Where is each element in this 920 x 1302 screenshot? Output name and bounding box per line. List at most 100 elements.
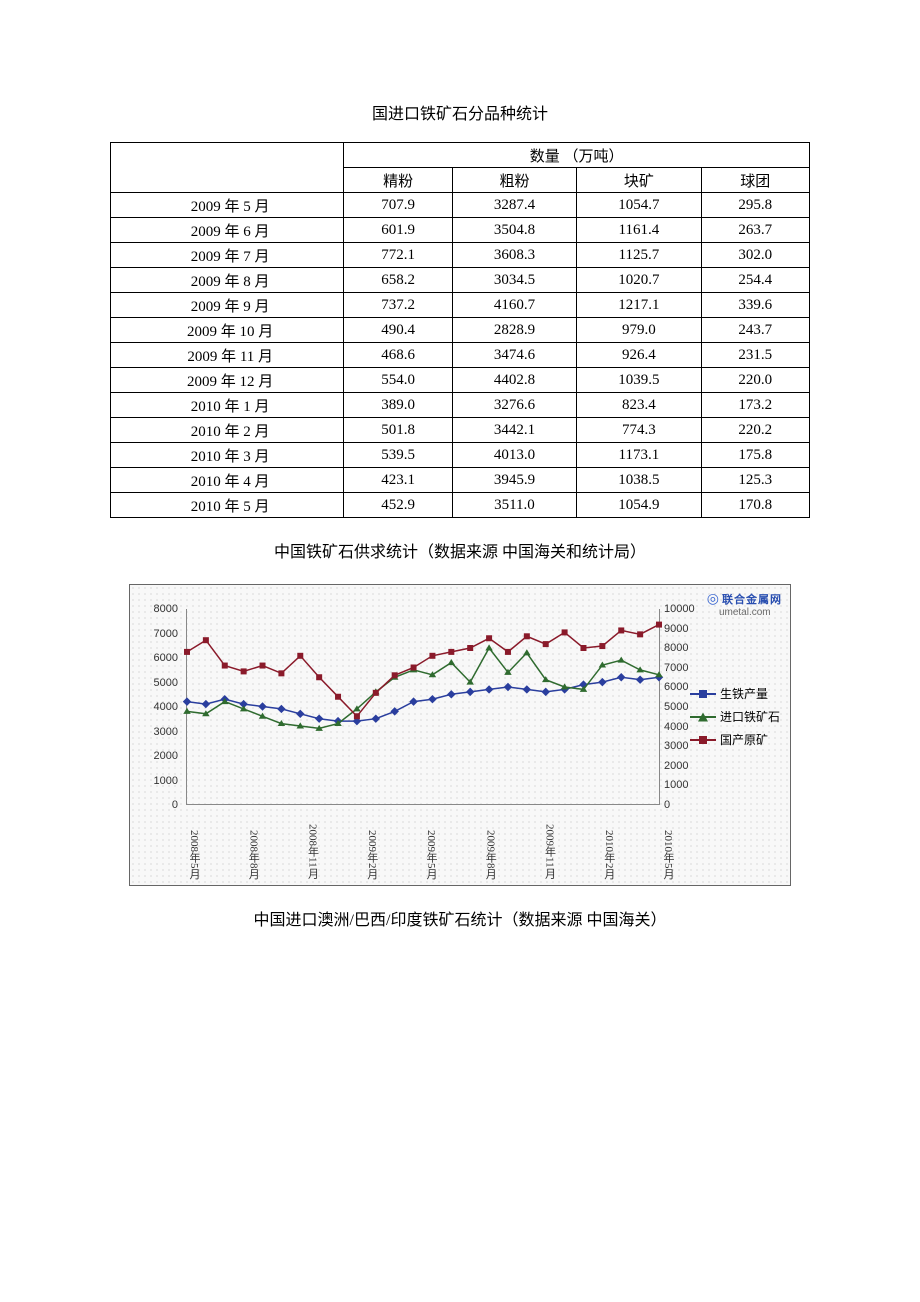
- y-right-tick: 7000: [664, 662, 688, 674]
- marker-square: [373, 690, 379, 696]
- y-left-tick: 8000: [154, 603, 178, 615]
- cell: 302.0: [701, 243, 809, 268]
- marker-square: [222, 663, 228, 669]
- x-tick-label: 2009年8月: [482, 830, 498, 880]
- legend-item: 生铁产量: [690, 685, 780, 702]
- cell: 1054.7: [577, 193, 701, 218]
- marker-square: [524, 633, 530, 639]
- marker-diamond: [617, 673, 625, 681]
- row-label: 2009 年 7 月: [111, 243, 344, 268]
- marker-square: [505, 649, 511, 655]
- y-left-tick: 6000: [154, 652, 178, 664]
- marker-triangle: [617, 657, 625, 663]
- row-label: 2009 年 10 月: [111, 318, 344, 343]
- table-row: 2009 年 9 月737.24160.71217.1339.6: [111, 293, 810, 318]
- cell: 423.1: [344, 468, 452, 493]
- marker-square: [203, 637, 209, 643]
- legend-swatch: [690, 688, 716, 700]
- y-right-tick: 2000: [664, 760, 688, 772]
- chart-caption-1: 中国铁矿石供求统计（数据来源 中国海关和统计局）: [110, 538, 810, 562]
- cell: 243.7: [701, 318, 809, 343]
- row-label: 2009 年 9 月: [111, 293, 344, 318]
- marker-square: [429, 653, 435, 659]
- row-label: 2009 年 11 月: [111, 343, 344, 368]
- table-row: 2010 年 5 月452.93511.01054.9170.8: [111, 493, 810, 518]
- cell: 452.9: [344, 493, 452, 518]
- cell: 1161.4: [577, 218, 701, 243]
- marker-triangle: [448, 659, 456, 665]
- cell: 979.0: [577, 318, 701, 343]
- cell: 4160.7: [452, 293, 576, 318]
- y-left-tick: 4000: [154, 701, 178, 713]
- y-right-tick: 3000: [664, 740, 688, 752]
- cell: 1173.1: [577, 443, 701, 468]
- y-right-tick: 8000: [664, 642, 688, 654]
- table-row: 2010 年 1 月389.03276.6823.4173.2: [111, 393, 810, 418]
- cell: 601.9: [344, 218, 452, 243]
- cell: 1054.9: [577, 493, 701, 518]
- cell: 231.5: [701, 343, 809, 368]
- series-line: [187, 625, 659, 717]
- y-left-tick: 3000: [154, 726, 178, 738]
- chart-caption-2: 中国进口澳洲/巴西/印度铁矿石统计（数据来源 中国海关）: [110, 906, 810, 930]
- x-tick-label: 2010年2月: [601, 830, 617, 880]
- cell: 263.7: [701, 218, 809, 243]
- table-row: 2010 年 4 月423.13945.91038.5125.3: [111, 468, 810, 493]
- legend-swatch: [690, 711, 716, 723]
- cell: 125.3: [701, 468, 809, 493]
- marker-square: [260, 663, 266, 669]
- cell: 389.0: [344, 393, 452, 418]
- row-label: 2010 年 5 月: [111, 493, 344, 518]
- table-title: 国进口铁矿石分品种统计: [110, 100, 810, 124]
- legend-item: 进口铁矿石: [690, 708, 780, 725]
- row-label: 2010 年 3 月: [111, 443, 344, 468]
- y-left-tick: 0: [172, 799, 178, 811]
- y-right-tick: 6000: [664, 681, 688, 693]
- cell: 3442.1: [452, 418, 576, 443]
- cell: 737.2: [344, 293, 452, 318]
- y-right-tick: 10000: [664, 603, 695, 615]
- marker-diamond: [485, 685, 493, 693]
- col-empty: [111, 143, 344, 193]
- cell: 3608.3: [452, 243, 576, 268]
- marker-square: [297, 653, 303, 659]
- marker-square: [354, 713, 360, 719]
- legend-label: 国产原矿: [720, 731, 768, 748]
- marker-square: [278, 670, 284, 676]
- cell: 220.2: [701, 418, 809, 443]
- cell: 3034.5: [452, 268, 576, 293]
- cell: 3287.4: [452, 193, 576, 218]
- marker-square: [543, 641, 549, 647]
- row-label: 2010 年 1 月: [111, 393, 344, 418]
- marker-diamond: [183, 697, 191, 705]
- col-header: 精粉: [344, 168, 452, 193]
- y-left-tick: 5000: [154, 677, 178, 689]
- cell: 1020.7: [577, 268, 701, 293]
- legend-label: 生铁产量: [720, 685, 768, 702]
- marker-diamond: [541, 688, 549, 696]
- cell: 254.4: [701, 268, 809, 293]
- marker-diamond: [202, 700, 210, 708]
- cell: 490.4: [344, 318, 452, 343]
- table-row: 2009 年 8 月658.23034.51020.7254.4: [111, 268, 810, 293]
- marker-square: [637, 631, 643, 637]
- super-header: 数量 （万吨）: [344, 143, 810, 168]
- marker-square: [618, 627, 624, 633]
- legend: 生铁产量进口铁矿石国产原矿: [690, 685, 780, 754]
- marker-square: [411, 665, 417, 671]
- cell: 707.9: [344, 193, 452, 218]
- table-row: 2009 年 10 月490.42828.9979.0243.7: [111, 318, 810, 343]
- row-label: 2010 年 2 月: [111, 418, 344, 443]
- x-tick-label: 2008年8月: [245, 830, 261, 880]
- col-header: 粗粉: [452, 168, 576, 193]
- row-label: 2009 年 5 月: [111, 193, 344, 218]
- marker-square: [448, 649, 454, 655]
- table-row: 2009 年 6 月601.93504.81161.4263.7: [111, 218, 810, 243]
- marker-triangle: [183, 708, 191, 714]
- marker-diamond: [428, 695, 436, 703]
- x-tick-label: 2008年5月: [186, 830, 202, 880]
- table-row: 2009 年 11 月468.63474.6926.4231.5: [111, 343, 810, 368]
- marker-diamond: [523, 685, 531, 693]
- col-header: 球团: [701, 168, 809, 193]
- cell: 1039.5: [577, 368, 701, 393]
